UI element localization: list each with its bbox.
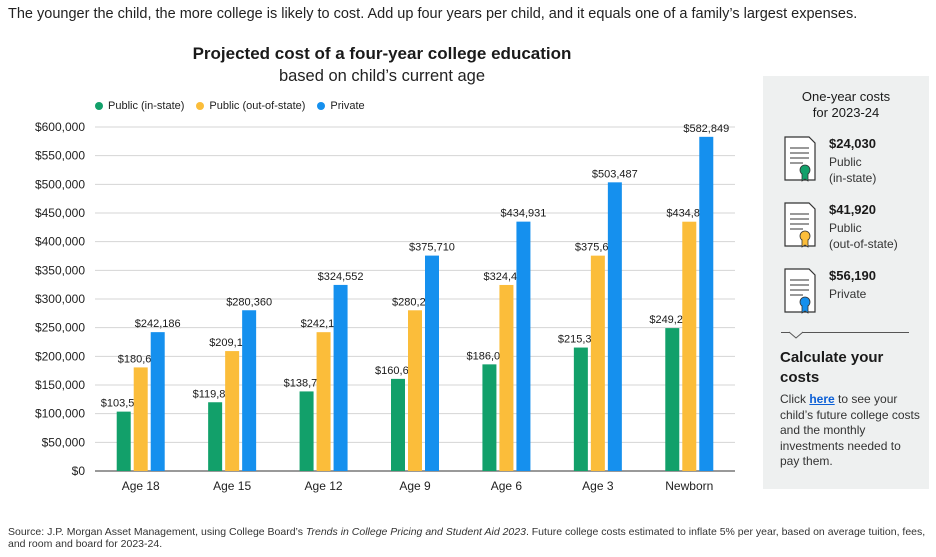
certificate-icon: [784, 268, 816, 314]
legend-item-public-in-state: Public (in-state): [95, 100, 184, 112]
data-label: $503,487: [592, 168, 638, 180]
calc-suffix: to see your child’s future college costs…: [780, 392, 920, 468]
legend-item-public-out-of-state: Public (out-of-state): [196, 100, 305, 112]
intro-text: The younger the child, the more college …: [8, 6, 858, 22]
cost-amount: $56,190: [829, 268, 876, 283]
cost-label: Public (in-state): [829, 154, 929, 186]
legend-swatch-green: [95, 102, 103, 110]
bar: [242, 310, 257, 471]
bar: [573, 347, 588, 471]
bar: [225, 351, 240, 471]
cost-item-private: $56,190 Private: [781, 266, 929, 326]
legend-swatch-yellow: [196, 102, 205, 110]
source-title: Trends in College Pricing and Student Ai…: [305, 526, 526, 538]
cost-label-line: (out-of-state): [829, 237, 898, 251]
y-tick-label: $0: [72, 464, 86, 478]
bar: [316, 332, 331, 471]
calc-prefix: Click: [780, 392, 810, 406]
chart-subtitle: based on child’s current age: [278, 67, 486, 85]
cost-amount: $24,030: [829, 136, 876, 151]
legend-item-private: Private: [317, 100, 365, 112]
data-label: $280,360: [226, 296, 272, 308]
legend-label: Public (out-of-state): [209, 100, 306, 112]
cost-amount: $41,920: [829, 202, 876, 217]
source-prefix: Source: J.P. Morgan Asset Management, us…: [8, 526, 306, 538]
y-tick-label: $500,000: [35, 177, 85, 191]
bar: [391, 378, 405, 471]
data-label: $242,186: [135, 318, 181, 330]
bar: [482, 364, 497, 471]
y-tick-label: $250,000: [35, 321, 85, 335]
y-tick-label: $550,000: [35, 149, 85, 163]
source-suffix: . Future college costs estimated to infl…: [8, 526, 926, 550]
x-tick-label: Age 6: [491, 479, 523, 493]
y-tick-label: $450,000: [35, 206, 85, 220]
chart-title: Projected cost of a four-year college ed…: [192, 44, 572, 63]
x-tick-label: Age 18: [122, 479, 160, 493]
legend-swatch-blue: [317, 102, 326, 110]
bar: [408, 310, 422, 471]
cost-label-line: Private: [829, 287, 867, 301]
chart-legend: Public (in-state) Public (out-of-state) …: [95, 100, 365, 112]
source-note: Source: J.P. Morgan Asset Management, us…: [8, 526, 928, 550]
y-tick-label: $200,000: [35, 349, 85, 363]
calculate-costs-heading: Calculate your costs: [780, 349, 884, 386]
bar: [607, 182, 622, 472]
y-tick-label: $50,000: [42, 435, 86, 449]
x-tick-label: Age 9: [399, 479, 431, 493]
y-tick-label: $150,000: [35, 378, 85, 392]
cost-label-line: Public: [829, 155, 862, 169]
calculate-costs-text: Click here to see your child’s future co…: [780, 392, 920, 470]
bar: [425, 255, 439, 471]
bar: [208, 402, 223, 471]
bar: [516, 221, 531, 471]
panel-divider: [781, 332, 909, 333]
panel-title: One-year costs for 2023-24: [763, 89, 929, 121]
bar-chart: $0 $50,000 $100,000 $150,000 $200,000 $250,00…: [35, 120, 735, 493]
x-tick-label: Newborn: [665, 479, 713, 493]
certificate-icon: [784, 202, 816, 248]
y-tick-label: $300,000: [35, 292, 85, 306]
calculator-link[interactable]: here: [809, 392, 835, 406]
x-tick-label: Age 12: [305, 479, 343, 493]
one-year-costs-panel: One-year costs for 2023-24 $24,030 Publi…: [763, 76, 929, 489]
bar: [699, 136, 714, 471]
data-label: $324,552: [318, 271, 364, 283]
cost-label-line: (in-state): [829, 171, 877, 185]
legend-label: Private: [330, 100, 365, 112]
cost-label: Public (out-of-state): [829, 220, 929, 252]
data-label: $434,931: [500, 208, 546, 220]
x-tick-label: Age 3: [582, 479, 614, 493]
bar: [682, 221, 697, 471]
cost-item-public-in-state: $24,030 Public (in-state): [781, 134, 929, 194]
cost-label-line: Public: [829, 221, 862, 235]
panel-title-line: One-year costs: [801, 89, 891, 104]
data-label: $582,849: [683, 123, 729, 135]
cost-item-public-out-of-state: $41,920 Public (out-of-state): [781, 200, 929, 260]
bar: [665, 328, 680, 471]
bar: [333, 284, 348, 471]
bar: [150, 332, 165, 471]
bar: [299, 391, 314, 471]
bar: [116, 411, 131, 471]
y-tick-label: $600,000: [35, 120, 85, 134]
legend-label: Public (in-state): [108, 100, 185, 112]
y-tick-label: $400,000: [35, 235, 85, 249]
x-tick-label: Age 15: [213, 479, 251, 493]
y-tick-label: $100,000: [35, 407, 85, 421]
panel-title-line: for 2023-24: [812, 105, 880, 120]
cost-label: Private: [829, 286, 929, 302]
chevron-down-icon: [789, 331, 803, 339]
certificate-icon: [784, 136, 816, 182]
bar: [590, 255, 605, 471]
data-label: $375,710: [409, 242, 455, 254]
bar: [499, 284, 514, 471]
y-tick-label: $350,000: [35, 263, 85, 277]
bar: [133, 367, 148, 471]
